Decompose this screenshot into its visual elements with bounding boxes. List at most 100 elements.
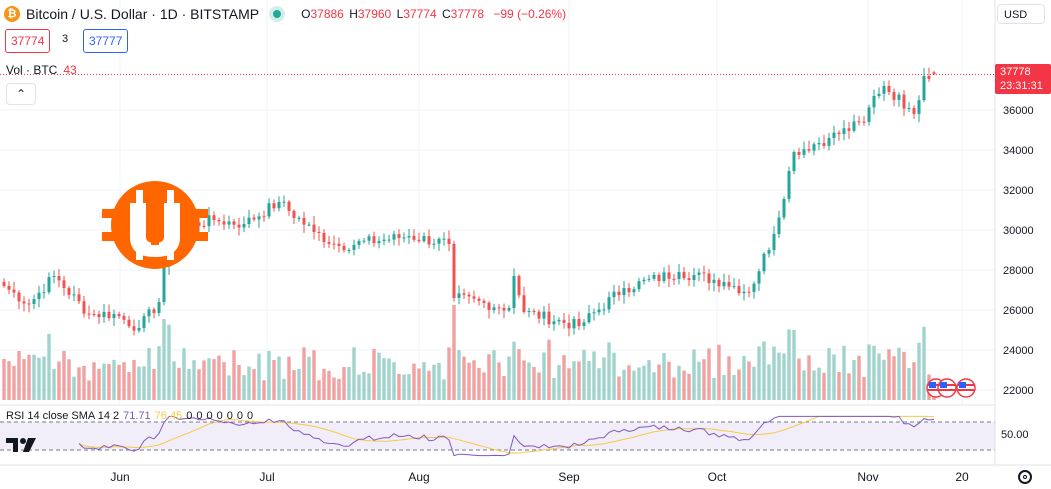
- candle-body: [842, 128, 846, 135]
- candle-body: [527, 311, 531, 313]
- volume-bar: [662, 353, 666, 400]
- candle-body: [502, 307, 506, 311]
- spread-value: 3: [62, 33, 69, 45]
- candle-body: [372, 236, 376, 244]
- candle-body: [897, 94, 901, 100]
- y-tick-label: 36000: [1003, 105, 1034, 117]
- y-tick-label: 30000: [1003, 225, 1034, 237]
- volume-bar: [857, 355, 861, 400]
- candle-body: [762, 253, 766, 272]
- candle-body: [882, 86, 886, 94]
- candle-body: [697, 272, 701, 275]
- volume-bar: [212, 359, 216, 400]
- volume-bar: [492, 350, 496, 400]
- rsi-axis-tick: 50.00: [1001, 429, 1029, 441]
- candle-body: [752, 283, 756, 292]
- candle-body: [632, 289, 636, 293]
- candle-body: [667, 272, 671, 279]
- volume-bar: [592, 351, 596, 400]
- buy-button[interactable]: 37777: [83, 29, 129, 53]
- candle-body: [792, 152, 796, 172]
- volume-bar: [872, 345, 876, 400]
- gear-icon[interactable]: [1018, 470, 1032, 484]
- volume-bar: [142, 366, 146, 400]
- candle-body: [27, 303, 31, 305]
- volume-bar: [367, 373, 371, 400]
- candle-body: [287, 201, 291, 211]
- volume-bar: [482, 372, 486, 400]
- candle-body: [242, 224, 246, 228]
- volume-bar: [247, 366, 251, 400]
- volume-bar: [207, 358, 211, 400]
- candle-body: [97, 314, 101, 318]
- y-tick-label: 34000: [1003, 145, 1034, 157]
- price-axis[interactable]: 22000 24000 26000 28000 30000 32000 34000 36000: [1003, 105, 1034, 397]
- candle-body: [302, 217, 306, 225]
- high-label: H: [349, 7, 358, 21]
- volume-bar: [752, 366, 756, 400]
- volume-bar: [577, 361, 581, 400]
- volume-bar: [407, 374, 411, 400]
- candle-body: [622, 288, 626, 296]
- volume-bar: [912, 362, 916, 400]
- collapse-legend-button[interactable]: ⌃: [6, 83, 36, 105]
- sell-button[interactable]: 37774: [5, 29, 51, 53]
- volume-bar: [27, 354, 31, 400]
- volume-bar: [32, 354, 36, 400]
- candle-body: [322, 232, 326, 242]
- volume-bar: [317, 380, 321, 400]
- volume-bar: [587, 361, 591, 400]
- volume-bar: [697, 361, 701, 400]
- volume-bar: [677, 365, 681, 400]
- candle-body: [202, 225, 206, 227]
- x-tick-nov: Nov: [857, 470, 879, 484]
- y-tick-label: 32000: [1003, 185, 1034, 197]
- candle-body: [87, 313, 91, 315]
- ohlc-readout: O37886 H37960 L37774 C37778 −99 (−0.26%): [301, 7, 566, 21]
- volume-bar: [612, 352, 616, 400]
- candle-body: [362, 240, 366, 242]
- volume-bar: [512, 341, 516, 400]
- candle-body: [247, 217, 251, 224]
- volume-bar: [837, 372, 841, 400]
- volume-bar: [122, 362, 126, 400]
- candle-body: [767, 249, 771, 254]
- volume-bar: [152, 369, 156, 400]
- volume-bar: [297, 368, 301, 400]
- candle-body: [17, 292, 21, 302]
- volume-bar: [112, 359, 116, 400]
- bitcoin-logo-icon: [102, 181, 208, 269]
- candle-body: [742, 291, 746, 294]
- candle-body: [352, 244, 356, 250]
- volume-bar: [567, 368, 571, 400]
- candle-body: [727, 282, 731, 287]
- volume-bar: [487, 354, 491, 400]
- candle-body: [252, 217, 256, 220]
- symbol-title[interactable]: Bitcoin / U.S. Dollar · 1D · BITSTAMP: [26, 6, 260, 22]
- candle-body: [217, 220, 221, 222]
- candle-body: [292, 210, 296, 219]
- candle-body: [67, 287, 71, 295]
- volume-bar: [337, 378, 341, 400]
- rsi-legend[interactable]: RSI 14 close SMA 14 2 71.71 76.45 0 0 0 0 0 0 0: [6, 410, 253, 422]
- candle-body: [602, 309, 606, 311]
- rsi-legend-label: RSI 14 close SMA 14 2: [6, 410, 120, 422]
- volume-bar: [522, 360, 526, 400]
- candle-body: [457, 293, 461, 298]
- volume-bar: [402, 374, 406, 400]
- tradingview-logo-icon[interactable]: [6, 436, 40, 454]
- candle-body: [837, 132, 841, 135]
- bitcoin-badge-icon: ₿: [4, 6, 20, 22]
- candle-body: [52, 276, 56, 278]
- volume-bar: [767, 364, 771, 400]
- volume-bar: [347, 366, 351, 400]
- candle-body: [42, 292, 46, 294]
- currency-selector[interactable]: USD: [997, 4, 1045, 24]
- rsi-extra-4: 0: [226, 410, 233, 422]
- volume-bar: [282, 378, 286, 400]
- volume-legend[interactable]: Vol · BTC 43: [6, 63, 77, 77]
- candle-body: [657, 274, 661, 282]
- rsi-band: [0, 422, 995, 450]
- volume-bar: [322, 368, 326, 400]
- candle-body: [492, 307, 496, 311]
